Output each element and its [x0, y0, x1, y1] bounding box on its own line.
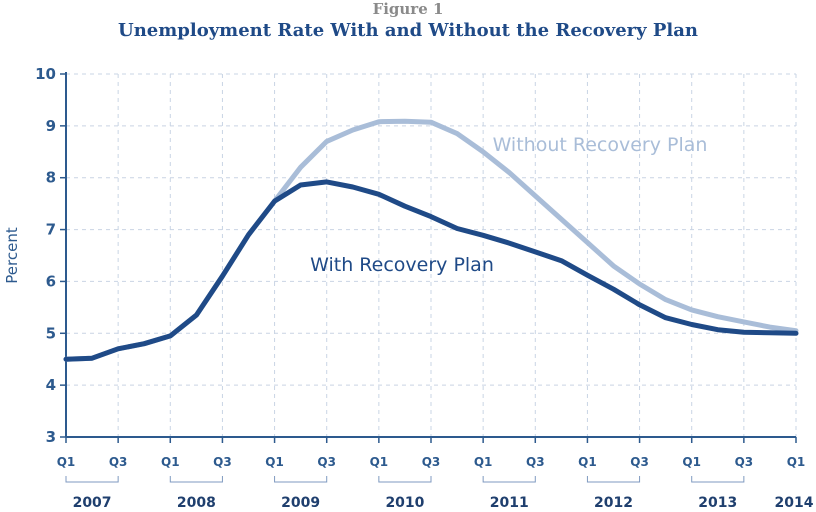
- x-tick-label: Q3: [630, 455, 649, 469]
- x-tick-label: Q1: [265, 455, 284, 469]
- y-tick-label: 3: [46, 428, 56, 446]
- x-tick-label: Q1: [370, 455, 389, 469]
- year-label: 2014: [775, 495, 814, 511]
- year-bracket: [378, 476, 432, 483]
- y-tick-label: 5: [46, 324, 56, 342]
- chart-title: Unemployment Rate With and Without the R…: [118, 20, 698, 41]
- year-label: 2012: [594, 495, 633, 511]
- x-tick-label: Q3: [317, 455, 336, 469]
- year-bracket: [482, 476, 536, 483]
- year-bracket: [274, 476, 328, 483]
- x-tick-label: Q3: [526, 455, 545, 469]
- x-tick-label: Q1: [578, 455, 597, 469]
- y-tick-label: 8: [46, 169, 56, 187]
- x-tick-label: Q3: [109, 455, 128, 469]
- x-tick-label: Q3: [422, 455, 441, 469]
- year-label: 2009: [281, 495, 320, 511]
- y-tick-label: 4: [46, 376, 56, 394]
- year-bracket: [586, 476, 641, 483]
- year-bracket: [65, 476, 119, 483]
- x-tick-label: Q3: [213, 455, 232, 469]
- year-label: 2008: [177, 495, 216, 511]
- year-label: 2007: [73, 495, 112, 511]
- year-label: 2011: [490, 495, 529, 511]
- y-tick-label: 9: [46, 117, 56, 135]
- x-tick-label: Q1: [57, 455, 76, 469]
- year-label: 2010: [385, 495, 424, 511]
- axes: [60, 72, 797, 483]
- x-tick-label: Q1: [682, 455, 701, 469]
- labels: 3 4 5 6 7 8 9 10 Q1 Q3 Q1 Q3 Q1 Q3 Q1 Q3 Q1 Q3 Q1 Q3 Q1 Q3 Q1 2…: [3, 65, 814, 511]
- series-line-with-plan: [63, 179, 799, 362]
- x-tick-label: Q1: [474, 455, 493, 469]
- x-tick-label: Q1: [787, 455, 806, 469]
- year-bracket: [169, 476, 223, 483]
- y-tick-label: 7: [46, 221, 56, 239]
- year-label: 2013: [698, 495, 737, 511]
- grid-lines: [66, 73, 797, 437]
- y-tick-label: 10: [35, 65, 56, 83]
- series-label-without-plan: Without Recovery Plan: [493, 134, 708, 156]
- x-tick-label: Q3: [735, 455, 754, 469]
- figure-label: Figure 1: [372, 0, 444, 18]
- y-tick-label: 6: [46, 272, 56, 290]
- series-lines: [63, 118, 799, 362]
- x-tick-label: Q1: [161, 455, 180, 469]
- year-bracket: [691, 476, 745, 483]
- series-label-with-plan: With Recovery Plan: [310, 254, 494, 276]
- y-axis-title: Percent: [3, 227, 21, 284]
